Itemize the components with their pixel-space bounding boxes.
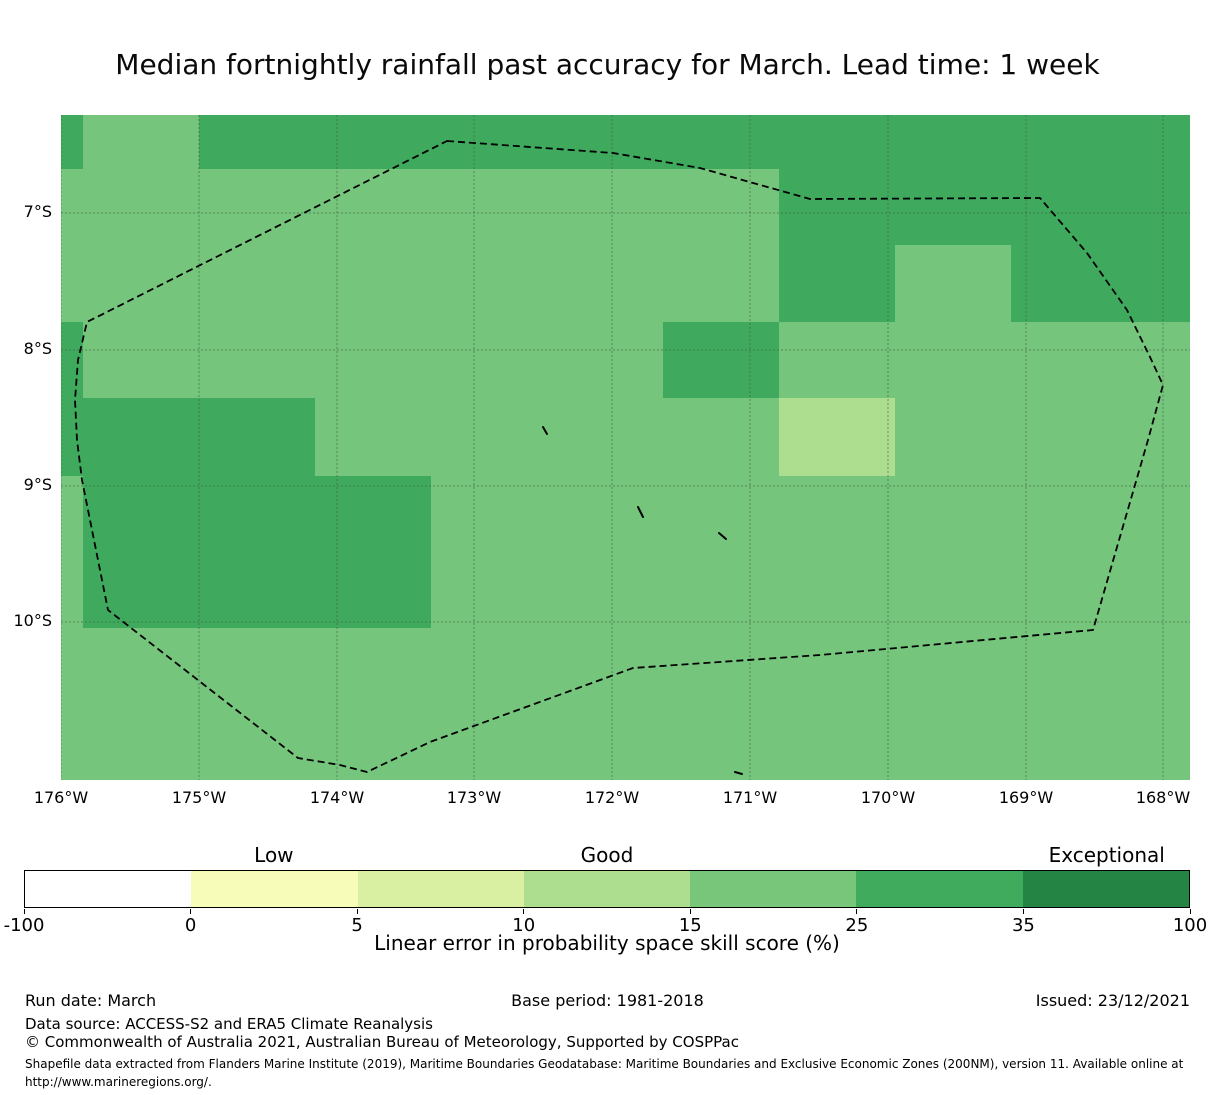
x-tick-label: 172°W [584,788,640,807]
map-cell [83,398,199,476]
island-mark [542,426,548,435]
map-cell [663,115,779,169]
colorbar-category-label: Exceptional [1048,843,1165,867]
map-cell [895,115,1011,169]
eez-boundary-line [74,140,1164,773]
colorbar-tick-label: 35 [1011,915,1035,936]
chart-title: Median fortnightly rainfall past accurac… [115,48,1100,81]
colorbar-tick-mark [523,909,525,914]
x-tick-label: 169°W [998,788,1054,807]
x-tick-label: 173°W [446,788,502,807]
colorbar-tick-mark [1022,909,1024,914]
colorbar-segment [690,871,857,907]
map-cell [779,398,895,476]
map-cell [199,476,315,552]
map-overlay-svg [61,115,1190,780]
footer-shapefile-note-line2: http://www.marineregions.org/. [25,1075,212,1089]
footer-run-date: Run date: March [25,991,157,1010]
colorbar-tick-mark [689,909,691,914]
colorbar-category-label: Good [580,843,634,867]
colorbar-tick-label: 10 [512,915,536,936]
colorbar-tick-mark [1189,909,1191,914]
footer-issued-date: Issued: 23/12/2021 [1035,991,1190,1010]
colorbar-tick-mark [856,909,858,914]
y-tick-label: 10°S [13,611,52,630]
x-tick-label: 174°W [309,788,365,807]
map-cell [315,476,431,552]
x-tick-label: 175°W [171,788,227,807]
footer-copyright: © Commonwealth of Australia 2021, Austra… [25,1033,739,1051]
colorbar [24,870,1190,908]
colorbar-segment [25,871,192,907]
x-tick-label: 170°W [860,788,916,807]
map-cell [83,476,199,552]
map-cell [61,115,83,169]
footer-data-source: Data source: ACCESS-S2 and ERA5 Climate … [25,1015,433,1033]
colorbar-tick-label: 0 [184,915,197,936]
footer-shapefile-note-line1: Shapefile data extracted from Flanders M… [25,1057,1184,1071]
map-cell [1127,245,1190,322]
map-cell [61,322,83,398]
map-cell [199,552,315,628]
map-cell [779,115,895,169]
map-canvas [61,115,1190,780]
colorbar-axis-label: Linear error in probability space skill … [374,931,840,955]
colorbar-tick-mark [190,909,192,914]
colorbar-segment [191,871,358,907]
map-cell [61,398,83,476]
map-cell [663,322,779,398]
map-cell [779,245,895,322]
map-cell [547,115,663,169]
colorbar-tick-label: 25 [845,915,869,936]
map-cell [199,398,315,476]
colorbar-tick-label: -100 [3,915,45,936]
map-cell [1127,169,1190,245]
colorbar-tick-label: 5 [351,915,363,936]
colorbar-ticks: -100 0 5 10 15 25 35 100 [4,908,1207,942]
map-cell [315,552,431,628]
colorbar-segment [357,871,524,907]
map-cell [315,115,431,169]
map-cell [199,115,315,169]
island-mark [734,771,743,775]
map-cell [1127,115,1190,169]
footer-base-period: Base period: 1981-2018 [511,991,704,1010]
footer-shapefile-note: Shapefile data extracted from Flanders M… [25,1055,1200,1091]
colorbar-tick-mark [356,909,358,914]
colorbar-category-label: Low [254,843,294,867]
map-cell [83,552,199,628]
colorbar-tick-label: 100 [1172,915,1208,936]
colorbar-segment [856,871,1023,907]
island-mark [718,532,727,540]
colorbar-tick-mark [23,909,25,914]
colorbar-segment [523,871,691,907]
map-cell [895,169,1011,245]
y-tick-label: 9°S [23,475,52,494]
x-tick-label: 171°W [722,788,778,807]
y-tick-label: 8°S [23,339,52,358]
y-tick-label: 7°S [23,202,52,221]
map-cell [1011,115,1127,169]
island-mark [637,506,644,518]
map-cell [779,169,895,245]
colorbar-category-labels: Low Good Exceptional [24,843,1190,869]
x-tick-label: 176°W [33,788,89,807]
x-tick-label: 168°W [1135,788,1191,807]
colorbar-segment [1022,871,1189,907]
colorbar-tick-label: 15 [678,915,702,936]
